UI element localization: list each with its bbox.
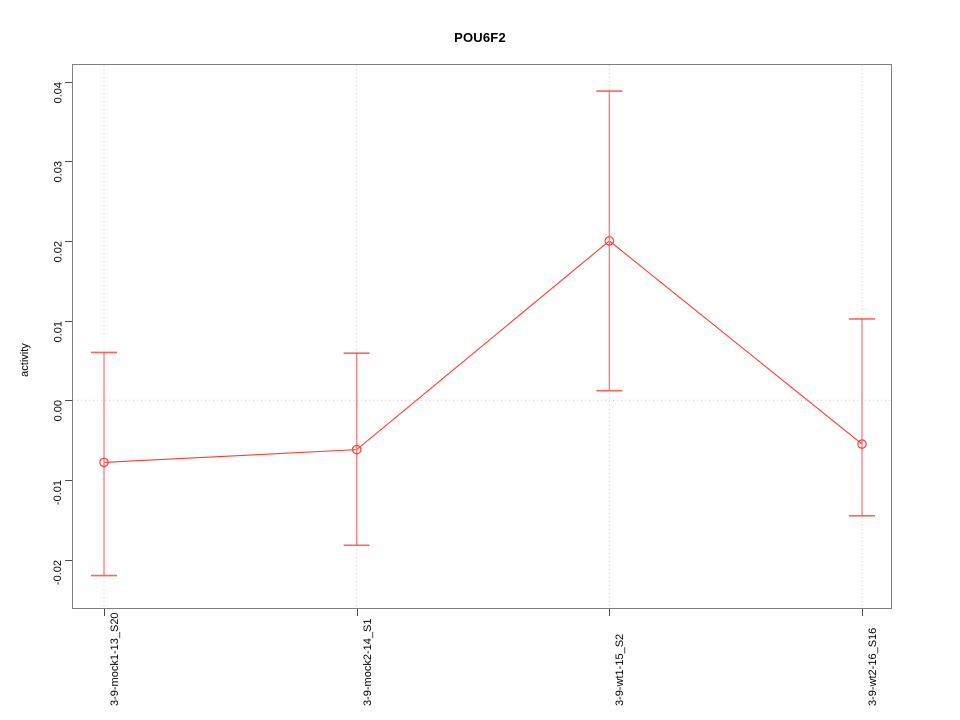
- y-tick-mark: [65, 320, 72, 322]
- x-tick-mark: [862, 609, 863, 616]
- plot-area-frame: [72, 64, 892, 609]
- y-tick-mark: [65, 559, 72, 561]
- chart-title: POU6F2: [454, 30, 506, 45]
- y-tick-label: 0.01: [52, 320, 64, 342]
- y-tick-label: -0.01: [52, 479, 64, 505]
- y-tick-label: 0.04: [52, 81, 64, 103]
- x-tick-label: 3-9-wt2-16_S16: [867, 627, 879, 706]
- x-tick-label: 3-9-mock2-14_S1: [361, 618, 374, 706]
- y-tick-label: 0.03: [52, 161, 64, 183]
- x-tick-mark: [356, 609, 358, 616]
- y-tick-mark: [65, 240, 72, 242]
- y-tick-mark: [65, 479, 72, 481]
- y-tick-label: 0.02: [52, 240, 64, 263]
- y-tick-mark: [65, 161, 72, 163]
- y-tick-mark: [65, 400, 72, 402]
- y-axis-label: activity: [18, 343, 31, 377]
- x-tick-mark: [609, 609, 611, 616]
- y-tick-label: 0.00: [52, 400, 64, 422]
- y-tick-mark: [65, 81, 72, 83]
- x-tick-label: 3-9-wt1-15_S2: [614, 633, 627, 706]
- x-tick-label: 3-9-mock1-13_S20: [109, 612, 121, 706]
- y-tick-label: -0.02: [52, 559, 64, 585]
- x-tick-mark: [104, 609, 105, 616]
